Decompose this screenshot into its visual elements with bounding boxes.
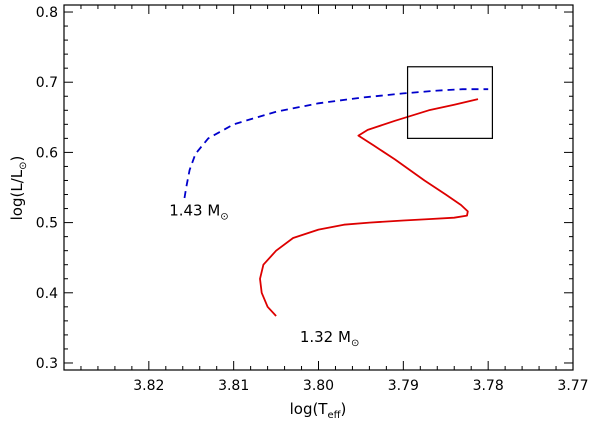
tick-label-group: 3.82 3.81 3.80 3.79 3.78 3.77 0.3 0.4 0.5 0.6 0.7 0… — [36, 5, 589, 394]
y-tick-label: 0.3 — [36, 356, 58, 372]
label-1-32-msun: 1.32 M⊙ — [300, 328, 360, 349]
y-tick-label: 0.5 — [36, 216, 58, 232]
x-tick-label: 3.80 — [303, 378, 334, 394]
highlight-box-group — [406, 66, 494, 139]
track-1-43-msun-line — [183, 88, 489, 199]
x-tick-label: 3.77 — [557, 378, 588, 394]
x-tick-label: 3.82 — [133, 378, 164, 394]
x-tick-label: 3.79 — [388, 378, 419, 394]
x-tick-label: 3.81 — [218, 378, 249, 394]
y-tick-label: 0.7 — [36, 75, 58, 91]
x-axis-label: log(Teff) — [290, 400, 347, 421]
y-axis-label: log(L/L⊙) — [8, 156, 29, 221]
track-1-32-msun-line — [259, 98, 479, 317]
x-tick-label: 3.78 — [473, 378, 504, 394]
series-group — [183, 88, 489, 317]
y-tick-label: 0.4 — [36, 286, 58, 302]
annotation-group: 1.43 M⊙ 1.32 M⊙ — [169, 202, 359, 349]
tick-group — [64, 5, 574, 370]
y-tick-label: 0.8 — [36, 5, 58, 21]
highlight-box — [406, 66, 494, 139]
plot-frame — [63, 4, 574, 371]
y-tick-label: 0.6 — [36, 145, 58, 161]
label-1-43-msun: 1.43 M⊙ — [169, 202, 229, 223]
